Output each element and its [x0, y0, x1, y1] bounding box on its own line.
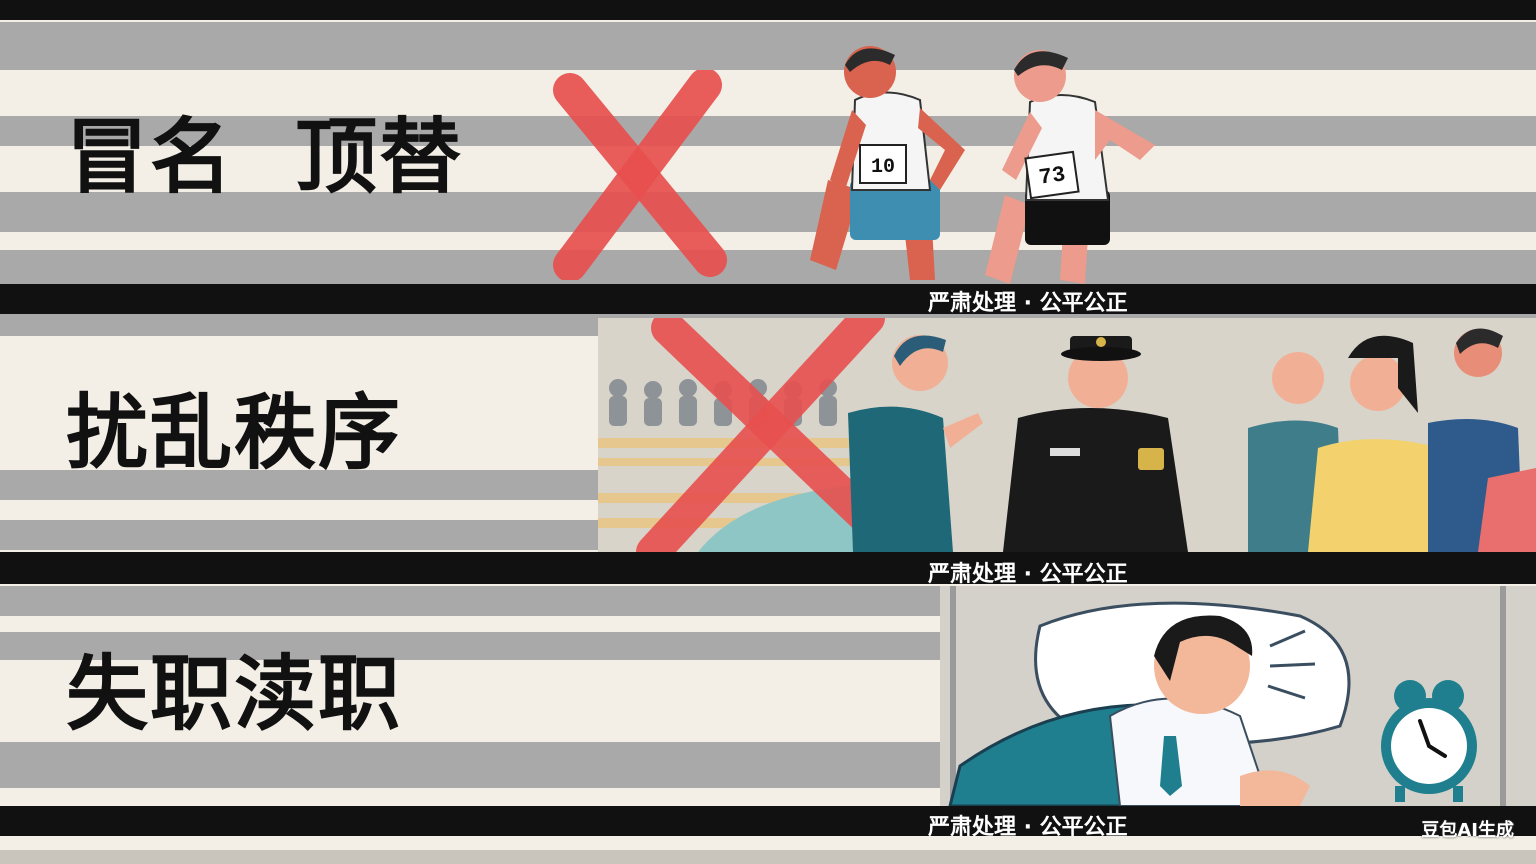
angry-crowd	[1248, 328, 1536, 552]
sleeping-person	[1108, 615, 1316, 806]
panel-1-stripe	[0, 192, 1536, 232]
police-officer	[1003, 336, 1188, 552]
panel-2-caption: 严肃处理 · 公平公正	[928, 562, 1128, 587]
panel-3-caption: 严肃处理 · 公平公正	[928, 815, 1128, 840]
crowd-police-illustration	[598, 318, 1536, 552]
runner-right-bib: 73	[1037, 162, 1067, 190]
alarm-clock-icon	[1381, 680, 1477, 802]
panel-1-caption-bar	[0, 284, 1536, 314]
sleeping-official-illustration	[940, 586, 1536, 806]
panel-2-title: 扰乱秩序	[66, 386, 403, 481]
runners-illustration: 10 73	[810, 46, 1155, 284]
panel-1-title: 冒名 顶替	[66, 110, 464, 205]
panel-3-title: 失职渎职	[66, 647, 403, 742]
top-border-bar	[0, 0, 1536, 20]
panel-1-stripe	[0, 250, 1536, 284]
man-blue-shirt	[848, 335, 983, 552]
panel-1-stripe	[0, 22, 1536, 70]
ai-watermark: 豆包AI生成	[1421, 820, 1514, 841]
runner-left-bib: 10	[871, 156, 895, 179]
bottom-border-bar	[0, 850, 1536, 864]
panel-1-red-cross	[553, 70, 727, 280]
panel-3-caption-bar	[0, 806, 1536, 836]
runner-right: 73	[985, 50, 1155, 284]
runner-left: 10	[810, 46, 965, 280]
panel-1-caption: 严肃处理 · 公平公正	[928, 291, 1128, 316]
panel-1-stripe	[0, 116, 1536, 146]
panel-2-caption-bar	[0, 552, 1536, 584]
